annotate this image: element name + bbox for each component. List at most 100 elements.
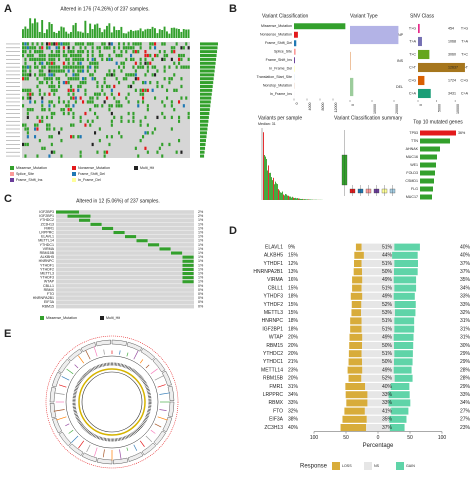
- bar-ns: [361, 317, 395, 325]
- oncoplot-cell: [53, 53, 56, 58]
- category-label: EIF3A: [269, 417, 284, 423]
- density-tick: [86, 444, 91, 453]
- oncoplot-cell: [136, 239, 148, 243]
- density-tick: [126, 447, 129, 451]
- value-label: 50%: [382, 359, 393, 365]
- tmb-bar: [115, 30, 118, 38]
- oncoplot-cell: [94, 77, 97, 81]
- percent-label: 1%: [198, 267, 204, 271]
- panel-label: E: [4, 328, 11, 340]
- oncoplot-cell: [178, 119, 181, 123]
- tmb-bar: [86, 33, 89, 38]
- oncoplot-cell: [70, 123, 73, 127]
- sample-bar: [270, 172, 271, 200]
- oncoplot-cell: [98, 50, 101, 54]
- oncoplot-cell: [70, 65, 73, 69]
- value-label: 33%: [460, 302, 471, 308]
- oncoplot-cell: [134, 146, 137, 150]
- sample-bar: [288, 195, 289, 200]
- oncoplot-cell: [182, 259, 194, 263]
- bar-ns: [361, 350, 395, 358]
- tmb-bar: [120, 26, 123, 38]
- density-tick: [150, 368, 158, 375]
- oncoplot-cell: [72, 46, 75, 50]
- category-label: In_Frame_Ins: [270, 92, 292, 96]
- oncoplot-cell: [43, 73, 46, 77]
- sample-bar: [306, 199, 307, 200]
- value-label: 9%: [288, 244, 296, 250]
- density-tick: [126, 352, 129, 357]
- category-label: TTN: [411, 139, 418, 143]
- oncoplot-cell: [67, 88, 70, 92]
- oncoplot-cell: [70, 96, 73, 100]
- percent-label: 0%: [198, 292, 204, 296]
- bar-ns: [364, 407, 392, 415]
- legend-swatch: [10, 172, 14, 176]
- oncoplot-cell: [115, 61, 118, 65]
- oncoplot-cell: [120, 135, 123, 139]
- bar: [350, 51, 351, 71]
- density-tick: [133, 350, 139, 360]
- bar-loss: [350, 325, 362, 333]
- oncoplot-cell: [91, 50, 94, 54]
- tmb-bar: [41, 20, 44, 38]
- oncoplot-cell: [132, 80, 135, 85]
- oncoplot-cell: [41, 96, 44, 100]
- sample-bar: [269, 172, 270, 200]
- oncoplot-cell: [89, 100, 92, 104]
- tmb-bar: [108, 23, 111, 38]
- tmb-bar: [58, 30, 60, 38]
- oncoplot-cell: [48, 154, 51, 158]
- oncoplot-cell: [41, 108, 44, 112]
- oncoplot-cell: [24, 154, 27, 158]
- bar: [294, 57, 295, 64]
- oncoplot-cell: [86, 50, 89, 54]
- oncoplot-cell: [62, 100, 65, 104]
- oncoplot-cell: [74, 96, 77, 100]
- oncoplot-cell: [120, 115, 123, 120]
- oncoplot-cell: [48, 53, 51, 58]
- oncoplot-cell: [22, 42, 25, 46]
- oncoplot-cell: [142, 80, 145, 85]
- bar-loss: [352, 284, 362, 292]
- category-label: Nonstop_Mutation: [263, 84, 292, 88]
- value-label: 38%: [288, 417, 299, 423]
- sample-bar: [278, 189, 279, 200]
- sample-bar: [272, 180, 273, 200]
- oncoplot-cell: [38, 69, 41, 73]
- oncoplot-cell: [127, 46, 130, 50]
- oncoplot-cell: [96, 80, 99, 85]
- sample-bar: [273, 177, 274, 200]
- oncoplot-cell: [139, 138, 142, 143]
- oncoplot-cell: [36, 65, 39, 69]
- value-label: 51%: [382, 351, 393, 357]
- x-tick-label: 8000: [321, 103, 325, 111]
- oncoplot-cell: [175, 150, 178, 154]
- value-label: 18%: [288, 326, 299, 332]
- value-label: 18%: [288, 318, 299, 324]
- value-label: 12%: [288, 261, 299, 267]
- oncoplot-cell: [65, 80, 68, 85]
- oncoplot-cell: [182, 280, 194, 284]
- oncoplot-cell: [79, 69, 82, 73]
- oncoplot-cell: [53, 61, 56, 65]
- oncoplot-cell: [79, 154, 82, 158]
- oncoplot-cell: [36, 42, 39, 46]
- oncoplot-cell: [122, 42, 125, 46]
- x-tick-label: 0: [295, 103, 299, 105]
- value-label: 34%: [460, 400, 471, 406]
- oncoplot-cell: [50, 65, 53, 69]
- value-label: 51%: [382, 285, 393, 291]
- value-label: 35%: [382, 417, 393, 423]
- oncoplot-cell: [36, 77, 39, 81]
- oncoplot-cell: [53, 127, 56, 131]
- row-bar: [200, 54, 217, 58]
- category-label: SNP: [396, 33, 404, 37]
- bar-gain: [388, 391, 410, 399]
- oncoplot-cell: [180, 84, 183, 89]
- oncoplot-cell: [48, 42, 51, 46]
- oncoplot-cell: [96, 65, 99, 69]
- sample-bar: [292, 196, 293, 200]
- tmb-bar: [48, 22, 51, 38]
- oncoplot-cell: [22, 53, 25, 58]
